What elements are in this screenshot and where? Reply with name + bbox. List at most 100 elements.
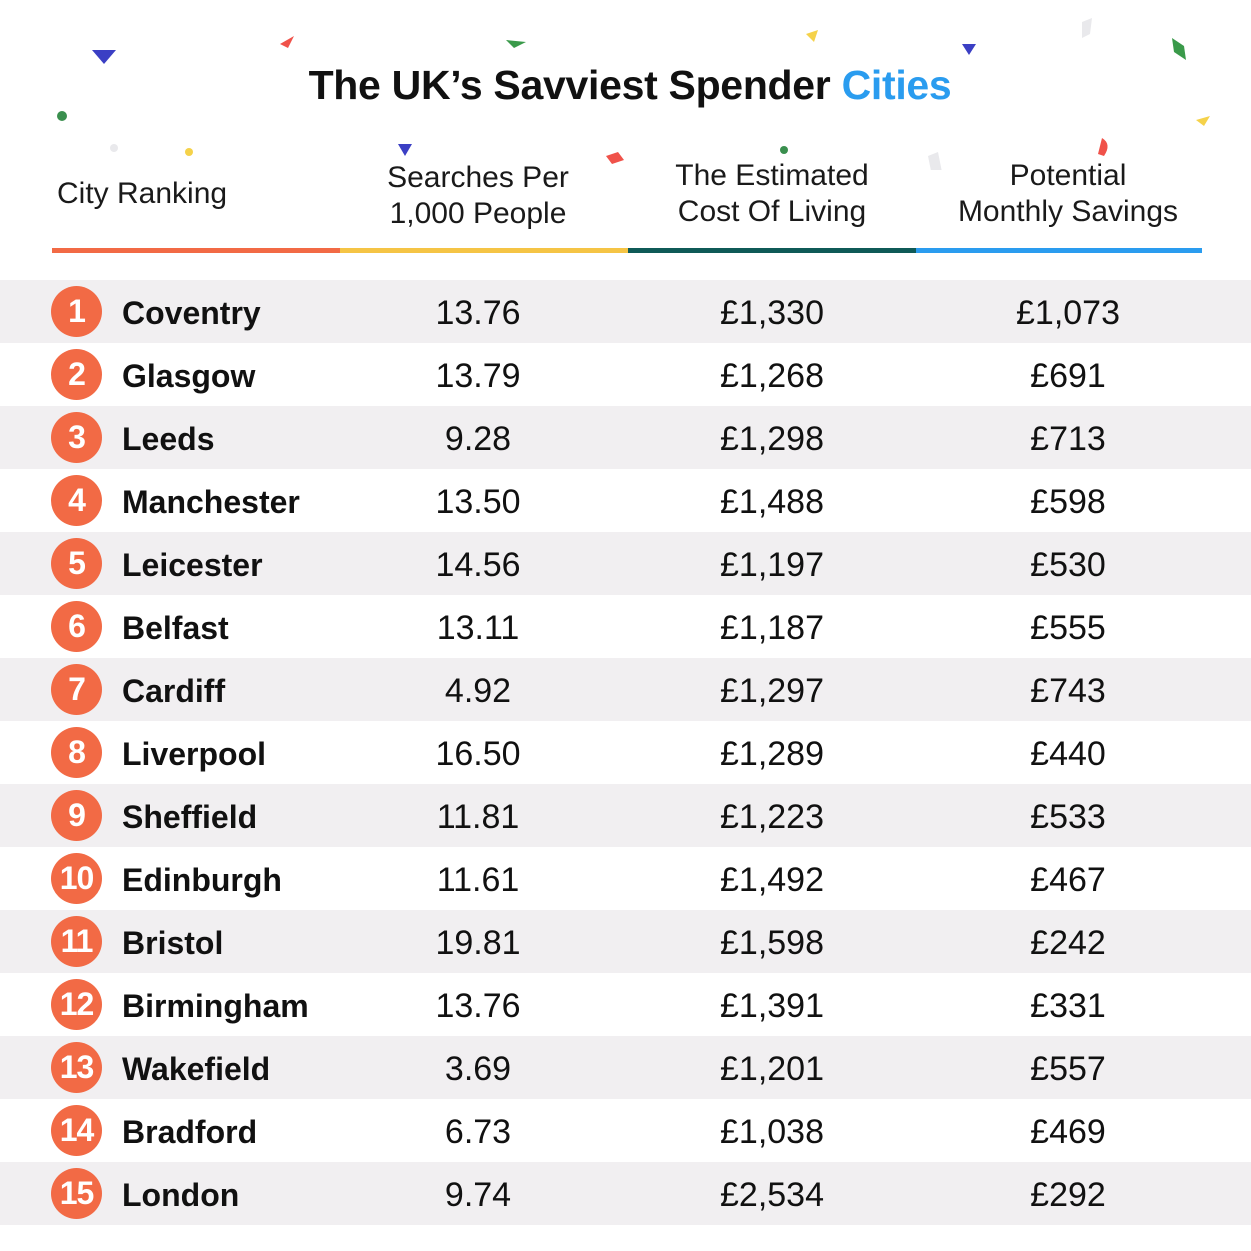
rank-badge: 2 [51,349,102,400]
searches-value: 6.73 [444,1113,512,1151]
city-name: Liverpool [122,736,267,772]
header-searches-line2: 1,000 People [389,197,567,230]
city-name: Sheffield [122,799,258,835]
page-title: The UK’s Savviest Spender Cities [0,62,1251,109]
title-accent: Cities [841,62,952,108]
searches-value: 13.11 [436,609,520,647]
table-row: 12 Birmingham 13.76 £1,391 £331 [0,973,1251,1036]
cost-value: £1,297 [720,672,824,710]
rank-badge: 7 [51,664,102,715]
rank-badge: 5 [51,538,102,589]
cost-value: £1,268 [720,357,824,395]
city-name: Wakefield [122,1051,271,1087]
cost-value: £1,187 [720,609,824,647]
savings-value: £1,073 [1016,294,1120,332]
city-name: Glasgow [122,358,256,394]
table-row: 3 Leeds 9.28 £1,298 £713 [0,406,1251,469]
rank-badge: 9 [51,790,102,841]
header-city-label: City Ranking [57,177,228,210]
city-name: Manchester [122,484,300,520]
savings-value: £557 [1030,1050,1106,1088]
cost-value: £1,197 [720,546,824,584]
table-row: 13 Wakefield 3.69 £1,201 £557 [0,1036,1251,1099]
searches-value: 13.76 [435,294,521,332]
cost-value: £1,598 [720,924,824,962]
header-savings: Potential Monthly Savings [924,158,1212,230]
rank-badge: 10 [51,853,102,904]
rank-badge: 3 [51,412,102,463]
searches-value: 13.76 [435,987,521,1025]
table-row: 5 Leicester 14.56 £1,197 £530 [0,532,1251,595]
searches-value: 11.61 [436,861,520,899]
savings-value: £530 [1030,546,1106,584]
savings-value: £598 [1030,483,1106,521]
searches-value: 9.74 [444,1176,512,1214]
savings-value: £242 [1030,924,1106,962]
table-row: 15 London 9.74 £2,534 £292 [0,1162,1251,1225]
city-name: Bristol [122,925,224,961]
searches-value: 14.56 [435,546,521,584]
table-row: 11 Bristol 19.81 £1,598 £242 [0,910,1251,973]
cost-value: £1,488 [720,483,824,521]
savings-value: £555 [1030,609,1106,647]
rank-badge: 4 [51,475,102,526]
savings-value: £331 [1030,987,1106,1025]
city-name: Leeds [122,421,215,457]
city-name: Coventry [122,295,261,331]
cost-value: £1,223 [720,798,824,836]
header-underline-cost [628,248,916,253]
rank-badge: 1 [51,286,102,337]
table-row: 1 Coventry 13.76 £1,330 £1,073 [0,280,1251,343]
header-city-ranking: City Ranking [57,176,227,212]
savings-value: £713 [1030,420,1106,458]
searches-value: 11.81 [436,798,520,836]
city-name: Birmingham [122,988,309,1024]
table-row: 2 Glasgow 13.79 £1,268 £691 [0,343,1251,406]
confetti-decoration [57,18,1210,170]
searches-value: 16.50 [435,735,521,773]
table-row: 14 Bradford 6.73 £1,038 £469 [0,1099,1251,1162]
cost-value: £1,201 [720,1050,824,1088]
savings-value: £533 [1030,798,1106,836]
rank-badge: 6 [51,601,102,652]
city-name: Bradford [122,1114,258,1150]
searches-value: 3.69 [444,1050,512,1088]
header-searches: Searches Per 1,000 People [340,160,616,232]
table-row: 9 Sheffield 11.81 £1,223 £533 [0,784,1251,847]
header-underline-searches [340,248,628,253]
rank-badge: 11 [51,916,102,967]
searches-value: 13.50 [435,483,521,521]
city-name: Belfast [122,610,229,646]
rank-badge: 12 [51,979,102,1030]
header-savings-line1: Potential [1009,159,1127,192]
table-row: 10 Edinburgh 11.61 £1,492 £467 [0,847,1251,910]
header-cost-line2: Cost Of Living [677,195,867,228]
header-underline-city [52,248,340,253]
header-savings-line2: Monthly Savings [957,195,1179,228]
table-row: 4 Manchester 13.50 £1,488 £598 [0,469,1251,532]
rank-badge: 13 [51,1042,102,1093]
header-searches-line1: Searches Per [387,161,569,194]
header-cost-line1: The Estimated [675,159,869,192]
city-name: Leicester [122,547,263,583]
savings-value: £440 [1030,735,1106,773]
table-row: 7 Cardiff 4.92 £1,297 £743 [0,658,1251,721]
savings-value: £743 [1030,672,1106,710]
searches-value: 9.28 [444,420,512,458]
city-name: London [122,1177,240,1213]
header-underline-savings [916,248,1202,253]
savings-value: £691 [1030,357,1106,395]
header-cost: The Estimated Cost Of Living [628,158,916,230]
cost-value: £1,038 [720,1113,824,1151]
city-name: Cardiff [122,673,226,709]
rank-badge: 8 [51,727,102,778]
cost-value: £1,298 [720,420,824,458]
table-row: 8 Liverpool 16.50 £1,289 £440 [0,721,1251,784]
rank-badge: 14 [51,1105,102,1156]
savings-value: £469 [1030,1113,1106,1151]
title-main: The UK’s Savviest Spender [308,62,842,108]
savings-value: £467 [1030,861,1106,899]
searches-value: 13.79 [435,357,521,395]
city-name: Edinburgh [122,862,282,898]
searches-value: 19.81 [435,924,521,962]
